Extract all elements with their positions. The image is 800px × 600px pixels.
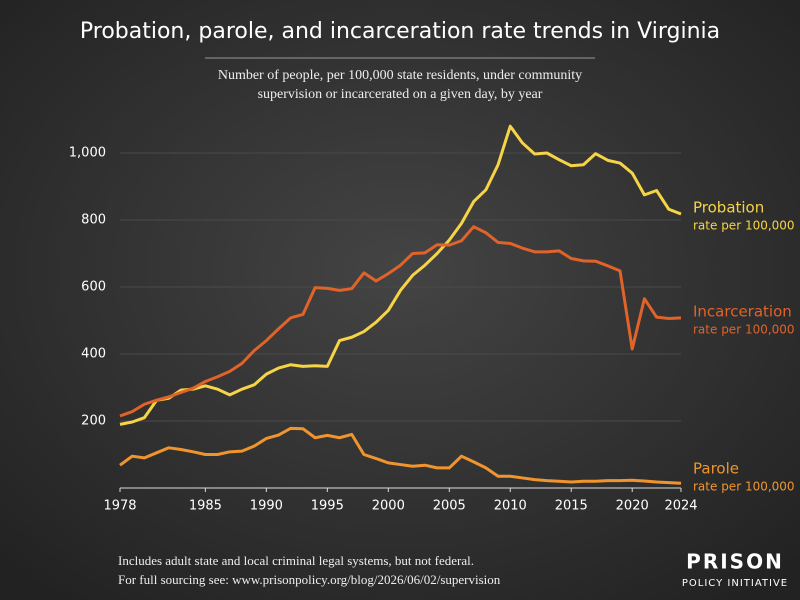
footnote: For full sourcing see: www.prisonpolicy.…	[118, 572, 501, 587]
x-tick-label: 1990	[250, 499, 283, 514]
subtitle: Number of people, per 100,000 state resi…	[218, 68, 582, 83]
x-tick-label: 2020	[616, 499, 649, 514]
legend-note: rate per 100,000	[693, 218, 795, 232]
y-tick-label: 800	[81, 213, 106, 228]
series-line	[119, 426, 682, 485]
y-tick-label: 200	[81, 414, 106, 429]
x-tick-label: 2005	[433, 499, 466, 514]
series-line	[119, 124, 682, 426]
legend-label: Parole	[693, 460, 739, 478]
legend-label: Probation	[693, 198, 764, 216]
legend-note: rate per 100,000	[693, 480, 795, 494]
x-tick-label: 1978	[103, 499, 136, 514]
x-tick-label: 1985	[189, 499, 222, 514]
y-tick-label: 1,000	[69, 146, 106, 161]
y-tick-label: 600	[81, 280, 106, 295]
series-line	[119, 225, 682, 418]
subtitle: supervision or incarcerated on a given d…	[258, 87, 543, 102]
x-tick-label: 2024	[664, 499, 697, 514]
y-tick-label: 400	[81, 347, 106, 362]
logo: POLICY INITIATIVE	[682, 578, 788, 589]
legend-label: Incarceration	[693, 302, 792, 320]
x-tick-label: 1995	[311, 499, 344, 514]
logo: PRISON	[686, 550, 784, 574]
chart-title: Probation, parole, and incarceration rat…	[80, 19, 720, 44]
x-tick-label: 2000	[372, 499, 405, 514]
x-tick-label: 2010	[494, 499, 527, 514]
footnote: Includes adult state and local criminal …	[118, 553, 474, 568]
x-tick-label: 2015	[555, 499, 588, 514]
legend-note: rate per 100,000	[693, 322, 795, 336]
